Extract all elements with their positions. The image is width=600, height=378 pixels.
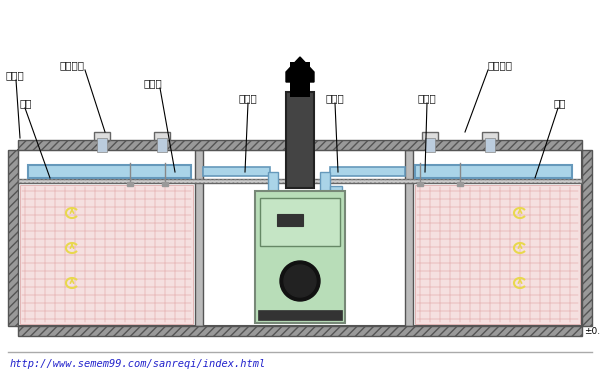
Bar [154,132,170,140]
Text: 轴流风机: 轴流风机 [487,60,512,70]
Bar [94,132,110,140]
Bar [277,214,303,226]
Bar [422,132,438,140]
Bar [18,179,582,183]
Bar [582,150,592,326]
Bar [457,182,463,186]
Bar [97,138,107,152]
Text: 进风管: 进风管 [326,93,344,103]
Bar [482,132,498,140]
Text: 轴流风机: 轴流风机 [59,60,85,70]
Bar [268,172,278,223]
Bar [28,165,191,178]
Bar [330,186,342,306]
Bar [255,191,345,323]
Bar [18,326,582,336]
Bar [320,172,330,223]
Bar [258,310,342,320]
Bar [18,150,582,326]
Bar [162,182,168,186]
Bar [417,182,423,186]
Bar [18,140,582,150]
Bar [127,182,133,186]
Bar [18,179,582,183]
Bar [415,185,580,324]
FancyArrow shape [286,57,314,82]
Bar [425,138,435,152]
Text: 回风管: 回风管 [239,93,257,103]
Bar [286,92,314,188]
Bar [415,165,572,178]
Bar [330,167,405,176]
Text: 材堦: 材堦 [554,98,566,108]
Circle shape [284,265,316,297]
Text: 排潮孔: 排潮孔 [5,70,24,80]
Bar [290,62,310,97]
Bar [405,150,413,326]
Bar [157,138,167,152]
Circle shape [280,261,320,301]
Text: 材堦: 材堦 [20,98,32,108]
Text: 回风管: 回风管 [418,93,436,103]
Bar [195,150,203,326]
Bar [203,167,270,176]
Bar [8,150,18,326]
Bar [20,185,193,324]
Bar [485,138,495,152]
Text: 进风管: 进风管 [143,78,163,88]
Text: http://www.semem99.com/sanreqi/index.html: http://www.semem99.com/sanreqi/index.htm… [10,359,266,369]
Bar [260,198,340,246]
Text: ±0.000: ±0.000 [584,327,600,336]
